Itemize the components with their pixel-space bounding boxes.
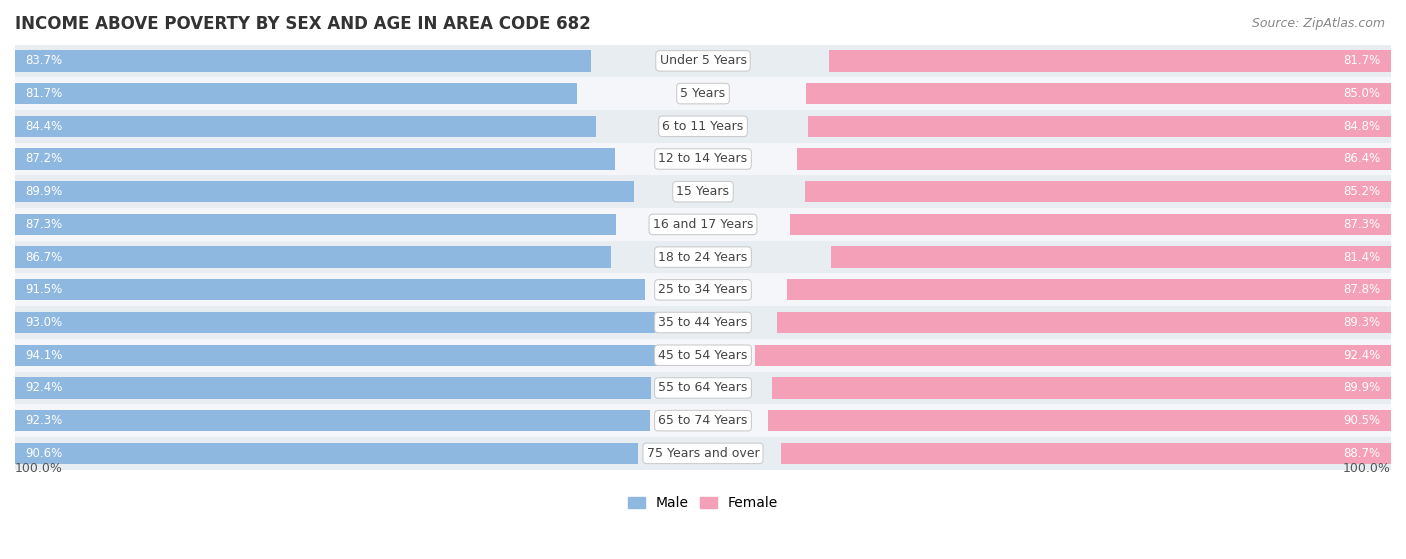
Bar: [15, 443, 638, 464]
Bar: [807, 116, 1391, 137]
Bar: [772, 377, 1391, 399]
Text: 35 to 44 Years: 35 to 44 Years: [658, 316, 748, 329]
Bar: [804, 181, 1391, 202]
Text: 92.3%: 92.3%: [25, 414, 63, 427]
Bar: [755, 344, 1391, 366]
Bar: [15, 312, 655, 333]
Bar: [15, 214, 616, 235]
Bar: [15, 181, 634, 202]
Text: Source: ZipAtlas.com: Source: ZipAtlas.com: [1251, 17, 1385, 30]
Text: 55 to 64 Years: 55 to 64 Years: [658, 381, 748, 395]
Bar: [15, 339, 1391, 372]
Bar: [768, 410, 1391, 432]
Text: 81.7%: 81.7%: [1343, 54, 1381, 68]
Text: 85.0%: 85.0%: [1344, 87, 1381, 100]
Text: 18 to 24 Years: 18 to 24 Years: [658, 250, 748, 264]
Text: 85.2%: 85.2%: [1344, 185, 1381, 198]
Bar: [15, 306, 1391, 339]
Bar: [15, 241, 1391, 273]
Bar: [15, 410, 650, 432]
Bar: [830, 50, 1391, 72]
Bar: [15, 116, 596, 137]
Text: 83.7%: 83.7%: [25, 54, 62, 68]
Text: 90.5%: 90.5%: [1344, 414, 1381, 427]
Legend: Male, Female: Male, Female: [623, 491, 783, 516]
Bar: [15, 77, 1391, 110]
Text: 86.7%: 86.7%: [25, 250, 63, 264]
Bar: [15, 50, 591, 72]
Bar: [15, 45, 1391, 77]
Bar: [806, 83, 1391, 104]
Text: 87.8%: 87.8%: [1344, 283, 1381, 296]
Text: 92.4%: 92.4%: [1343, 349, 1381, 362]
Bar: [15, 372, 1391, 404]
Bar: [790, 214, 1391, 235]
Bar: [15, 344, 662, 366]
Bar: [15, 176, 1391, 208]
Bar: [15, 377, 651, 399]
Text: 100.0%: 100.0%: [15, 462, 63, 475]
Text: 89.9%: 89.9%: [1343, 381, 1381, 395]
Text: Under 5 Years: Under 5 Years: [659, 54, 747, 68]
Text: 25 to 34 Years: 25 to 34 Years: [658, 283, 748, 296]
Bar: [780, 443, 1391, 464]
Text: 87.3%: 87.3%: [1344, 218, 1381, 231]
Bar: [15, 208, 1391, 241]
Text: 93.0%: 93.0%: [25, 316, 62, 329]
Bar: [15, 143, 1391, 176]
Text: 84.4%: 84.4%: [25, 120, 63, 133]
Text: 89.9%: 89.9%: [25, 185, 63, 198]
Text: 94.1%: 94.1%: [25, 349, 63, 362]
Text: 86.4%: 86.4%: [1343, 153, 1381, 165]
Text: 84.8%: 84.8%: [1344, 120, 1381, 133]
Text: 65 to 74 Years: 65 to 74 Years: [658, 414, 748, 427]
Text: 16 and 17 Years: 16 and 17 Years: [652, 218, 754, 231]
Text: 87.2%: 87.2%: [25, 153, 63, 165]
Text: 5 Years: 5 Years: [681, 87, 725, 100]
Text: 88.7%: 88.7%: [1344, 447, 1381, 460]
Bar: [15, 247, 612, 268]
Bar: [15, 273, 1391, 306]
Text: INCOME ABOVE POVERTY BY SEX AND AGE IN AREA CODE 682: INCOME ABOVE POVERTY BY SEX AND AGE IN A…: [15, 15, 591, 33]
Text: 100.0%: 100.0%: [1343, 462, 1391, 475]
Bar: [15, 148, 614, 169]
Text: 81.7%: 81.7%: [25, 87, 63, 100]
Bar: [15, 83, 576, 104]
Text: 45 to 54 Years: 45 to 54 Years: [658, 349, 748, 362]
Text: 92.4%: 92.4%: [25, 381, 63, 395]
Text: 89.3%: 89.3%: [1344, 316, 1381, 329]
Bar: [15, 279, 644, 300]
Text: 87.3%: 87.3%: [25, 218, 62, 231]
Text: 81.4%: 81.4%: [1343, 250, 1381, 264]
Bar: [15, 404, 1391, 437]
Text: 91.5%: 91.5%: [25, 283, 63, 296]
Text: 90.6%: 90.6%: [25, 447, 63, 460]
Bar: [797, 148, 1391, 169]
Bar: [776, 312, 1391, 333]
Text: 12 to 14 Years: 12 to 14 Years: [658, 153, 748, 165]
Bar: [15, 437, 1391, 470]
Text: 15 Years: 15 Years: [676, 185, 730, 198]
Text: 6 to 11 Years: 6 to 11 Years: [662, 120, 744, 133]
Bar: [15, 110, 1391, 143]
Text: 75 Years and over: 75 Years and over: [647, 447, 759, 460]
Bar: [787, 279, 1391, 300]
Bar: [831, 247, 1391, 268]
